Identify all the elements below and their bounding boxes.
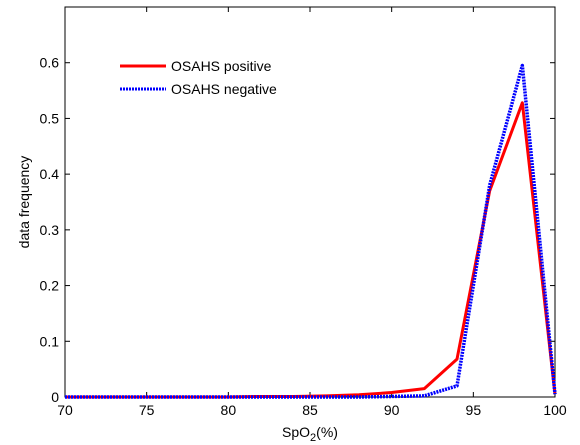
y-tick-label: 0.1 [40,333,60,349]
legend-label-osahs-positive: OSAHS positive [171,58,272,74]
y-tick-label: 0.2 [40,278,60,294]
x-axis-label-main: SpO [282,424,310,440]
x-tick-label: 95 [466,402,482,418]
x-axis-label: SpO2(%) [282,424,338,444]
legend: OSAHS positive OSAHS negative [120,58,277,97]
series-line-osahs-negative [65,63,557,399]
x-tick-label: 75 [139,402,155,418]
plot-area [64,6,556,398]
x-axis-label-suffix: (%) [316,424,338,440]
x-tick-label: 80 [221,402,237,418]
x-axis-label-subscript: 2 [310,432,316,444]
series-layer [65,63,557,399]
y-tick-label: 0.5 [40,110,60,126]
legend-label-osahs-negative: OSAHS negative [171,81,277,97]
x-tick-label: 90 [384,402,400,418]
x-tick-label: 85 [302,402,318,418]
y-tick-label: 0.6 [40,55,60,71]
y-axis-label: data frequency [16,156,32,249]
x-tick-label: 100 [543,402,567,418]
y-axis-ticks: 0 0.1 0.2 0.3 0.4 0.5 0.6 [40,55,555,405]
y-tick-label: 0.4 [40,166,60,182]
y-tick-label: 0.3 [40,222,60,238]
x-axis-ticks: 70 75 80 85 90 95 100 [57,7,567,418]
x-tick-label: 70 [57,402,73,418]
y-tick-label: 0 [51,389,59,405]
